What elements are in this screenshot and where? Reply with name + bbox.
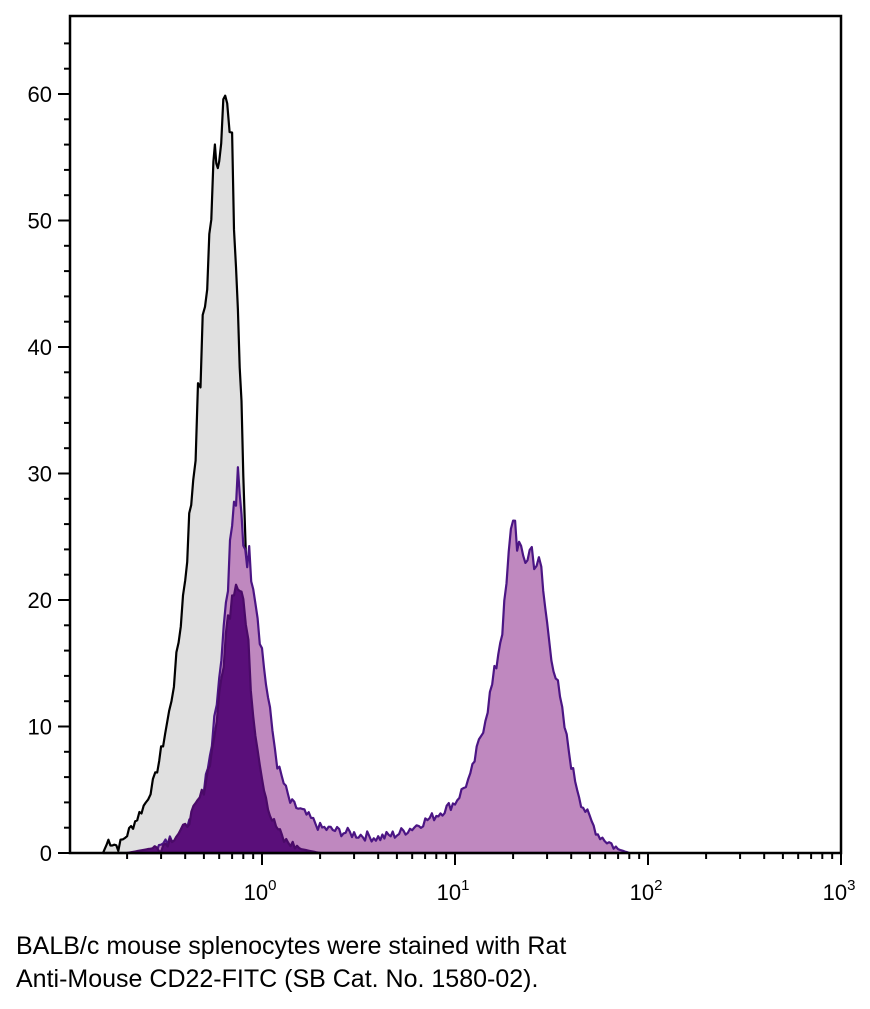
y-axis: 0 10 20 30 40 50 60 (28, 42, 70, 866)
x-tick-label: 101 (437, 877, 470, 905)
y-tick-label: 40 (28, 335, 52, 360)
x-tick-label: 102 (630, 877, 663, 905)
caption-line-1: BALB/c mouse splenocytes were stained wi… (16, 932, 567, 960)
histogram-series-3 (126, 583, 322, 855)
y-tick-label: 60 (28, 82, 52, 107)
y-tick-label: 20 (28, 588, 52, 613)
caption-line-2: Anti-Mouse CD22-FITC (SB Cat. No. 1580-0… (16, 965, 539, 993)
x-axis: 100 101 102 103 (126, 853, 856, 905)
x-tick-label: 100 (244, 877, 277, 905)
y-tick-label: 30 (28, 462, 52, 487)
y-tick-label: 0 (40, 841, 52, 866)
y-tick-label: 50 (28, 209, 52, 234)
x-tick-label: 103 (823, 877, 856, 905)
y-tick-label: 10 (28, 715, 52, 740)
figure-caption: BALB/c mouse splenocytes were stained wi… (16, 930, 856, 996)
histogram-chart: 0 10 20 30 40 50 60 100 101 102 103 (28, 14, 856, 905)
series-layer (101, 94, 631, 855)
